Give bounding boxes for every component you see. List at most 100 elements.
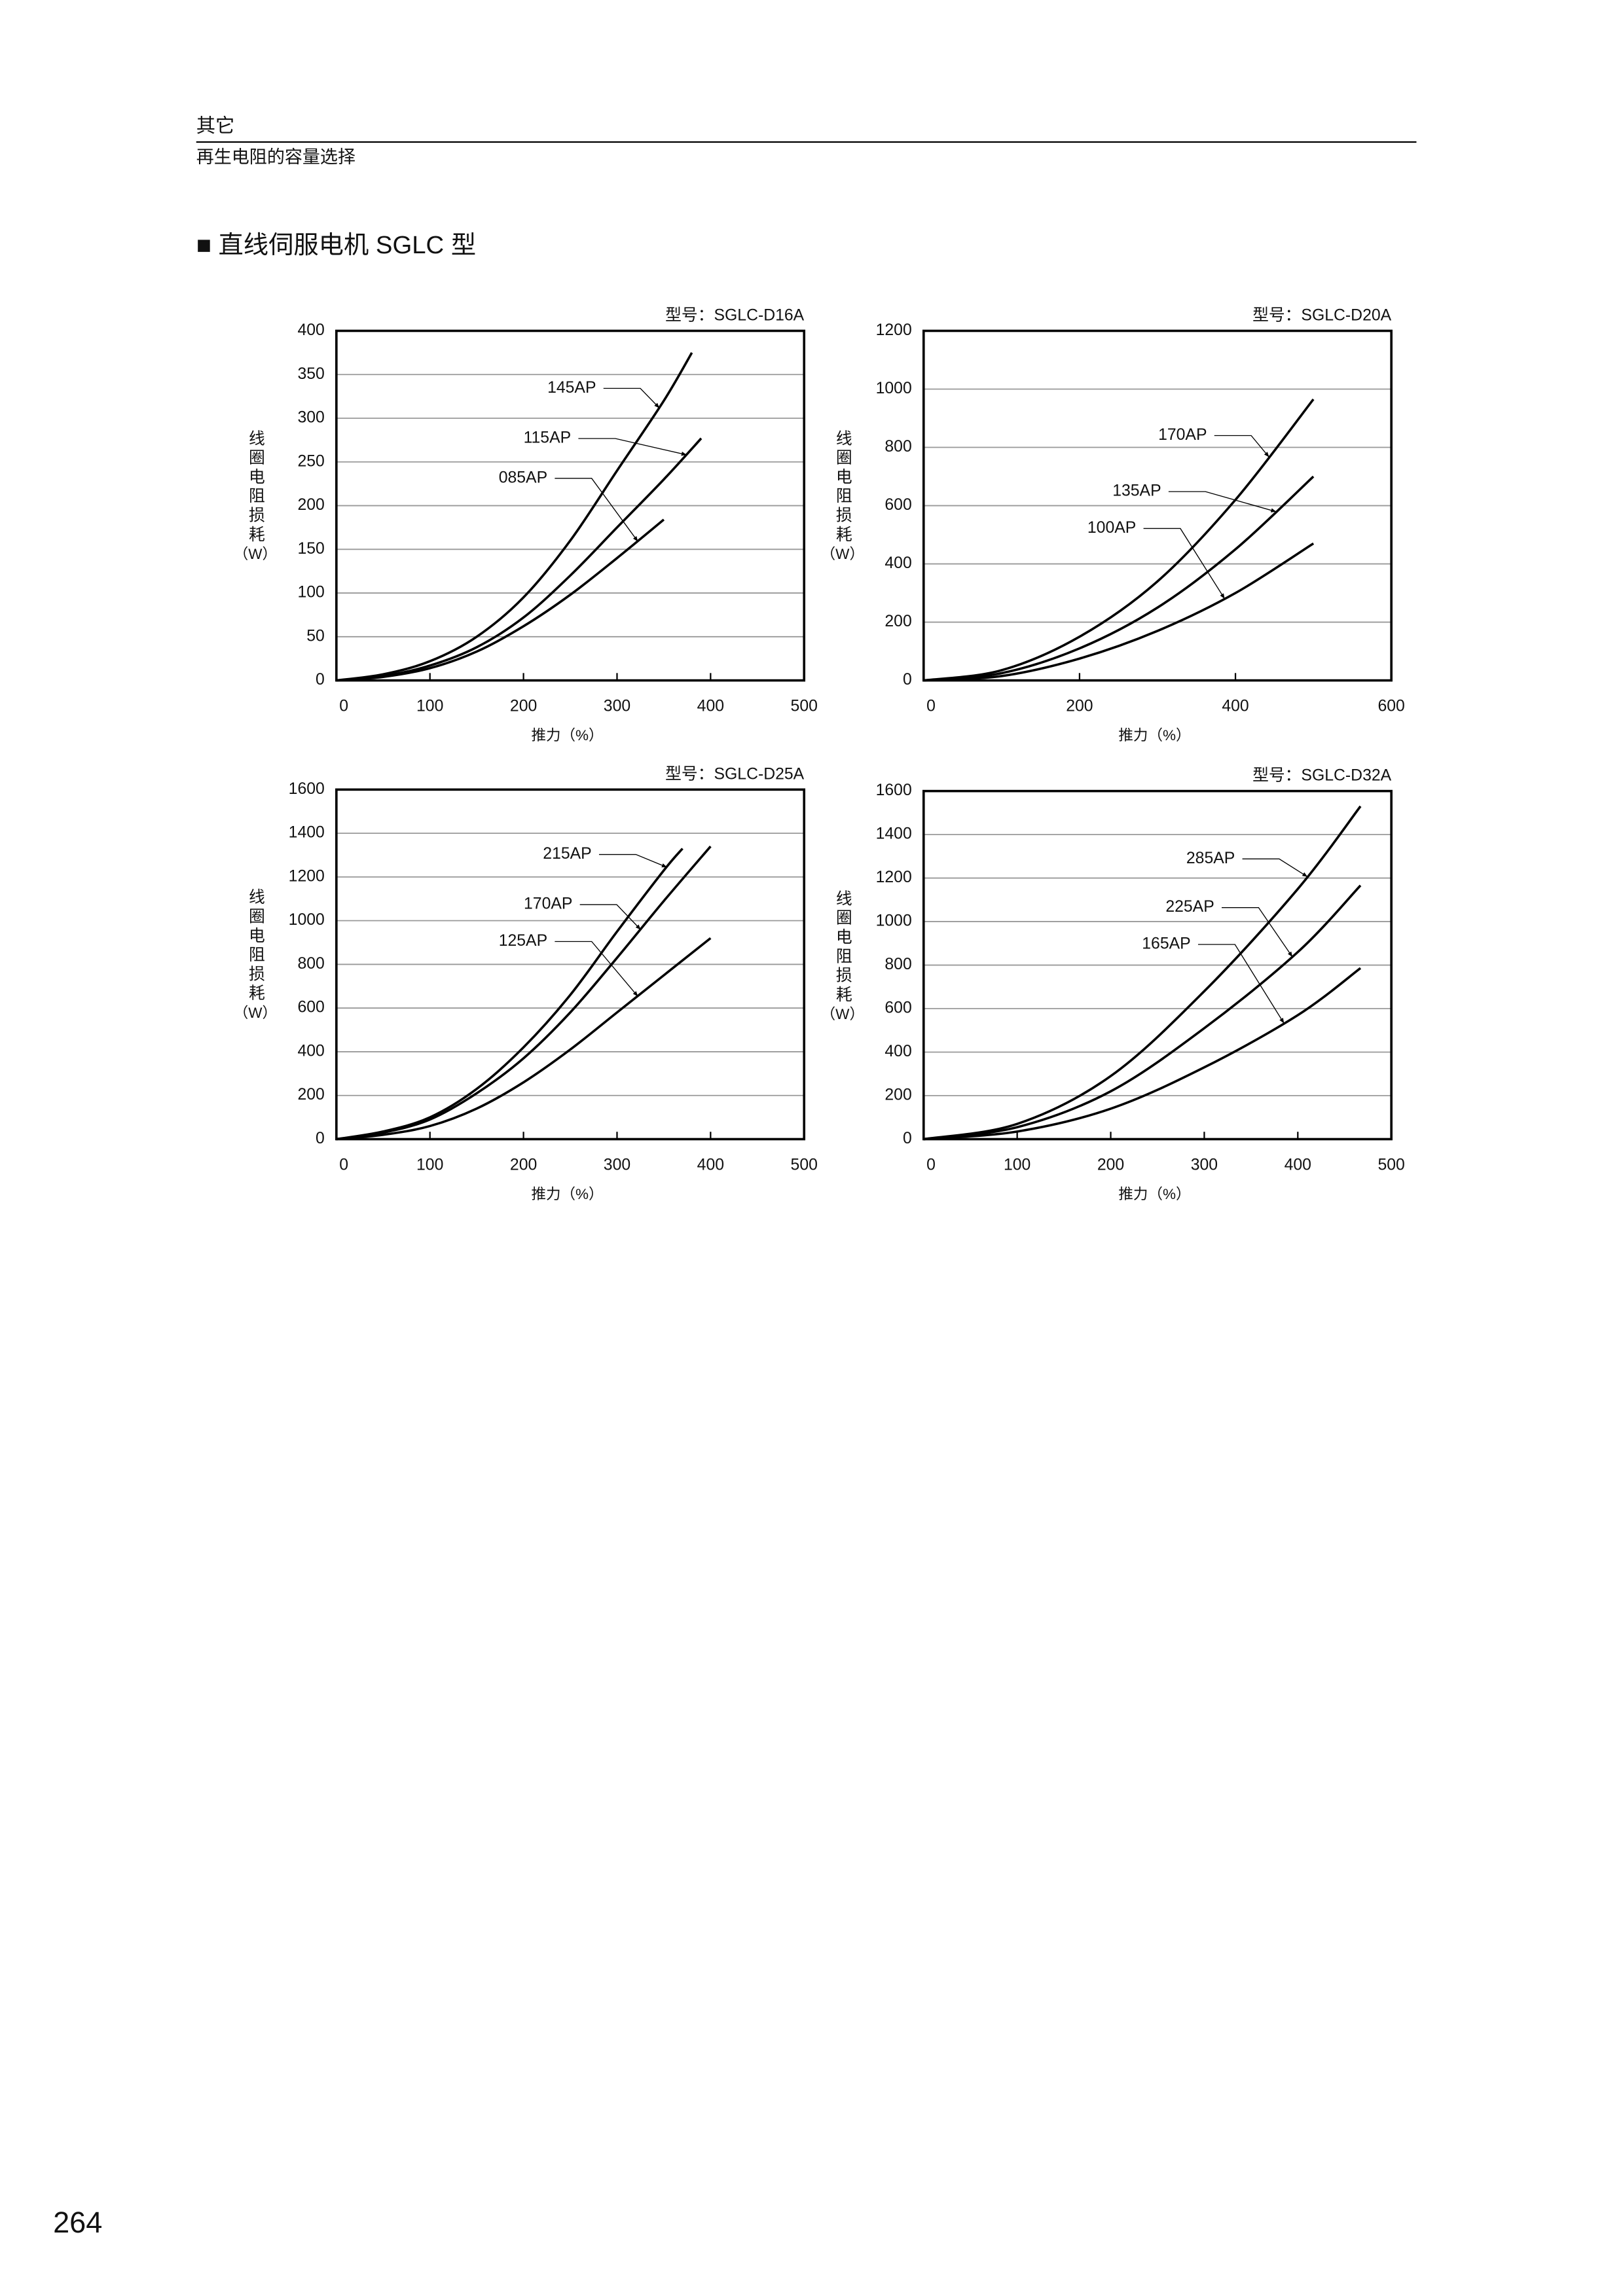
chart-title: 型号：SGLC-D32A <box>1252 766 1392 785</box>
series-label: 285AP <box>1186 850 1235 867</box>
x-tick-label: 200 <box>510 698 537 715</box>
x-tick-label: 200 <box>1097 1157 1124 1174</box>
y-tick-label: 1600 <box>876 781 912 799</box>
series-label: 100AP <box>1087 519 1136 537</box>
x-axis-label: 推力（%） <box>531 1186 603 1202</box>
y-tick-label: 600 <box>884 496 911 514</box>
y-axis-unit: （W） <box>821 546 864 562</box>
series-line <box>336 845 712 1141</box>
series-label: 085AP <box>499 469 547 486</box>
series-line <box>336 437 702 682</box>
y-tick-label: 250 <box>297 452 324 470</box>
series-line <box>336 518 665 682</box>
y-tick-label: 1000 <box>876 380 912 397</box>
x-tick-label: 0 <box>926 698 936 715</box>
plot-frame <box>335 788 806 1141</box>
y-axis-unit: （W） <box>234 1005 277 1021</box>
leader-line <box>1222 906 1293 958</box>
y-tick-label: 1200 <box>876 869 912 886</box>
x-tick-label: 100 <box>416 1157 443 1174</box>
series-line <box>336 937 712 1141</box>
y-tick-label: 400 <box>884 1043 911 1060</box>
leader-line <box>555 941 638 997</box>
y-tick-label: 600 <box>297 999 324 1016</box>
x-tick-label: 400 <box>697 1157 724 1174</box>
series-label: 145AP <box>547 379 596 397</box>
y-tick-label: 1400 <box>289 824 325 842</box>
heading: ■ 直线伺服电机 SGLC 型 <box>196 231 476 259</box>
y-axis-unit: （W） <box>821 1006 864 1022</box>
leader-line <box>555 478 638 542</box>
leader-line <box>1143 528 1225 599</box>
chart-title: 型号：SGLC-D20A <box>1252 306 1392 324</box>
series-label: 215AP <box>543 845 591 863</box>
x-tick-label: 200 <box>1066 698 1093 715</box>
x-tick-label: 400 <box>1285 1157 1311 1174</box>
y-tick-label: 200 <box>884 613 911 630</box>
y-tick-label: 200 <box>297 496 324 514</box>
y-axis-label: 线圈电阻损耗 <box>246 888 264 1003</box>
x-tick-label: 0 <box>926 1157 936 1174</box>
y-tick-label: 350 <box>297 365 324 383</box>
y-axis-label: 线圈电阻损耗 <box>246 429 264 545</box>
series-label: 170AP <box>524 895 572 913</box>
plot-frame <box>922 329 1393 682</box>
leader-line <box>1214 435 1269 457</box>
series-line <box>336 351 693 682</box>
leader-line <box>1242 858 1308 877</box>
plot-frame <box>335 329 806 682</box>
x-tick-label: 300 <box>604 1157 630 1174</box>
series-line <box>336 848 684 1141</box>
x-tick-label: 100 <box>416 698 443 715</box>
series-label: 170AP <box>1158 426 1207 444</box>
series-line <box>923 805 1362 1141</box>
y-tick-label: 400 <box>297 321 324 339</box>
leader-line <box>603 387 660 408</box>
y-tick-label: 0 <box>903 1130 912 1147</box>
series-label: 135AP <box>1112 482 1161 500</box>
subsection-title: 再生电阻的容量选择 <box>196 147 356 167</box>
y-tick-label: 200 <box>884 1086 911 1104</box>
x-axis-label: 推力（%） <box>531 727 603 744</box>
x-tick-label: 600 <box>1377 698 1404 715</box>
chart-title: 型号：SGLC-D25A <box>665 764 805 783</box>
y-tick-label: 1000 <box>876 912 912 930</box>
x-tick-label: 500 <box>1377 1157 1404 1174</box>
y-tick-label: 1200 <box>876 321 912 339</box>
leader-line <box>1168 491 1277 512</box>
x-axis-label: 推力（%） <box>1118 727 1190 744</box>
y-tick-label: 1200 <box>289 867 325 885</box>
series-line <box>923 967 1362 1141</box>
x-tick-label: 300 <box>604 698 630 715</box>
series-line <box>923 542 1315 682</box>
series-label: 225AP <box>1165 898 1214 916</box>
page-number: 264 <box>53 2206 102 2239</box>
series-label: 115AP <box>524 429 572 447</box>
x-axis-label: 推力（%） <box>1118 1186 1190 1202</box>
series-line <box>923 398 1315 682</box>
x-tick-label: 100 <box>1004 1157 1030 1174</box>
x-tick-label: 200 <box>510 1157 537 1174</box>
y-axis-unit: （W） <box>234 546 277 562</box>
y-tick-label: 800 <box>297 955 324 973</box>
x-tick-label: 400 <box>697 698 724 715</box>
y-tick-label: 100 <box>297 584 324 601</box>
series-line <box>923 884 1362 1141</box>
leader-line <box>579 904 641 930</box>
y-tick-label: 600 <box>884 999 911 1017</box>
y-tick-label: 0 <box>903 671 912 689</box>
series-line <box>923 475 1315 682</box>
leader-line <box>598 853 667 868</box>
y-tick-label: 0 <box>316 1130 325 1147</box>
y-tick-label: 1400 <box>876 825 912 843</box>
y-tick-label: 800 <box>884 956 911 973</box>
y-axis-label: 线圈电阻损耗 <box>833 429 852 545</box>
y-tick-label: 200 <box>297 1086 324 1103</box>
series-label: 125AP <box>499 932 547 950</box>
y-tick-label: 0 <box>316 671 325 689</box>
x-tick-label: 500 <box>791 698 818 715</box>
y-axis-label: 线圈电阻损耗 <box>833 889 852 1005</box>
plot-frame <box>922 789 1393 1141</box>
